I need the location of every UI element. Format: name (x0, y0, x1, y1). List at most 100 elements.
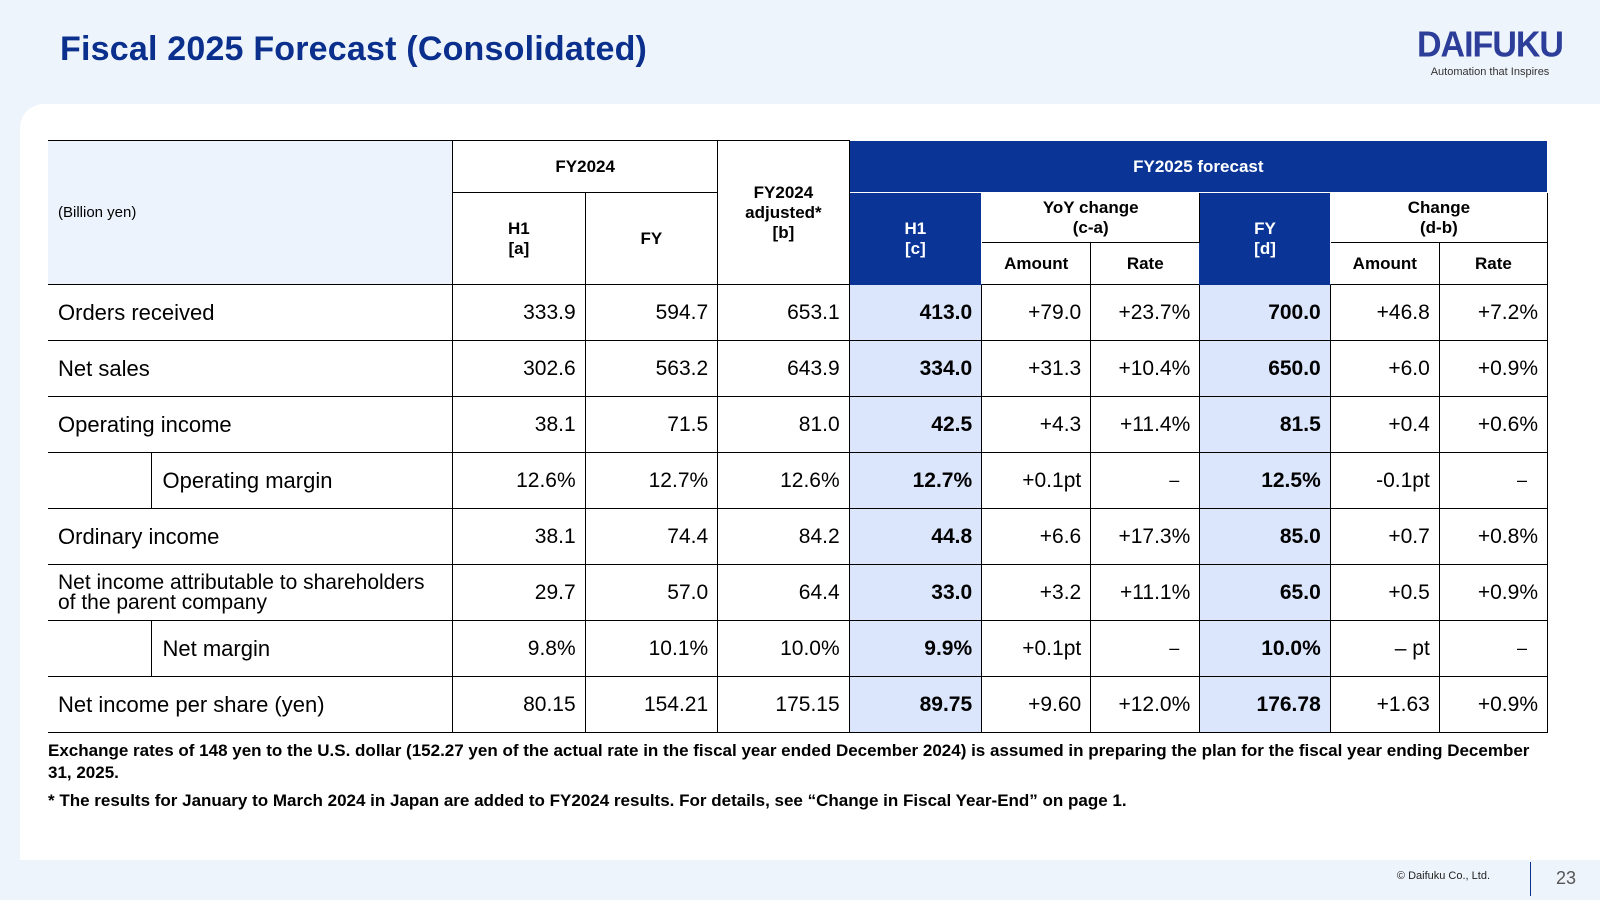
cell-adjusted: 10.0% (717, 620, 850, 677)
header-change-rate: Rate (1438, 242, 1549, 285)
row-label: Orders received (48, 284, 454, 341)
indent-spacer (48, 620, 153, 677)
cell-fy: 12.7% (584, 452, 719, 509)
table-row: Operating income 38.1 71.5 81.0 42.5 +4.… (48, 396, 1549, 453)
fiscal-year-note: * The results for January to March 2024 … (48, 791, 1127, 810)
header-fy2025-forecast: FY2025 forecast (848, 140, 1549, 193)
cell-change-amount: -0.1pt (1329, 452, 1440, 509)
row-label: Net margin (151, 620, 454, 677)
cell-h1-c: 42.5 (848, 396, 983, 453)
table-row: Net margin 9.8% 10.1% 10.0% 9.9% +0.1pt … (48, 620, 1549, 677)
cell-yoy-rate: +17.3% (1090, 508, 1201, 565)
cell-h1-a: 29.7 (452, 564, 586, 621)
header-h1-a: H1 [a] (452, 192, 586, 285)
cell-change-amount: +0.4 (1329, 396, 1440, 453)
cell-yoy-rate: +11.1% (1090, 564, 1201, 621)
cell-yoy-amount: +0.1pt (981, 452, 1092, 509)
table-row: Net sales 302.6 563.2 643.9 334.0 +31.3 … (48, 340, 1549, 397)
cell-fy-d: 700.0 (1199, 284, 1331, 341)
cell-fy-d: 81.5 (1199, 396, 1331, 453)
cell-h1-c: 413.0 (848, 284, 983, 341)
cell-h1-a: 38.1 (452, 508, 586, 565)
cell-adjusted: 84.2 (717, 508, 850, 565)
cell-fy-d: 65.0 (1199, 564, 1331, 621)
cell-yoy-rate: – (1090, 452, 1201, 509)
exchange-rate-note: Exchange rates of 148 yen to the U.S. do… (48, 741, 1530, 782)
cell-change-amount: +6.0 (1329, 340, 1440, 397)
cell-change-amount: +1.63 (1329, 676, 1440, 733)
cell-yoy-amount: +9.60 (981, 676, 1092, 733)
indent-spacer (48, 452, 153, 509)
cell-yoy-amount: +79.0 (981, 284, 1092, 341)
row-label: Operating income (48, 396, 454, 453)
cell-h1-c: 12.7% (848, 452, 983, 509)
row-label: Operating margin (151, 452, 454, 509)
header-fy2024-adjusted: FY2024 adjusted* [b] (717, 140, 850, 285)
cell-h1-c: 334.0 (848, 340, 983, 397)
cell-fy-d: 85.0 (1199, 508, 1331, 565)
cell-fy-d: 650.0 (1199, 340, 1331, 397)
cell-h1-c: 89.75 (848, 676, 983, 733)
header-row-3: Amount Rate Amount Rate (48, 242, 1549, 285)
table-row: Orders received 333.9 594.7 653.1 413.0 … (48, 284, 1549, 341)
cell-change-rate: +0.9% (1438, 676, 1549, 733)
header-yoy-change: YoY change (c-a) (981, 192, 1201, 243)
header-yoy-amount: Amount (981, 242, 1092, 285)
cell-change-amount: – pt (1329, 620, 1440, 677)
footnotes: Exchange rates of 148 yen to the U.S. do… (48, 740, 1548, 818)
cell-h1-a: 38.1 (452, 396, 586, 453)
cell-h1-c: 44.8 (848, 508, 983, 565)
cell-yoy-rate: – (1090, 620, 1201, 677)
cell-yoy-rate: +23.7% (1090, 284, 1201, 341)
footer-divider (1530, 862, 1531, 896)
header-fy-d: FY [d] (1199, 192, 1331, 285)
cell-fy: 10.1% (584, 620, 719, 677)
cell-fy: 154.21 (584, 676, 719, 733)
page-number: 23 (1556, 868, 1577, 888)
cell-change-rate: +0.8% (1438, 508, 1549, 565)
cell-yoy-amount: +3.2 (981, 564, 1092, 621)
cell-change-amount: +46.8 (1329, 284, 1440, 341)
cell-fy: 71.5 (584, 396, 719, 453)
cell-fy: 563.2 (584, 340, 719, 397)
cell-h1-a: 12.6% (452, 452, 586, 509)
header-yoy-rate: Rate (1090, 242, 1201, 285)
unit-label: (Billion yen) (48, 140, 454, 285)
cell-fy-d: 12.5% (1199, 452, 1331, 509)
row-label: Net sales (48, 340, 454, 397)
row-label: Net income attributable to shareholders … (48, 564, 454, 621)
daifuku-logo: DAIFUKU Automation that Inspires (1400, 25, 1580, 78)
cell-adjusted: 175.15 (717, 676, 850, 733)
cell-h1-a: 333.9 (452, 284, 586, 341)
cell-h1-a: 80.15 (452, 676, 586, 733)
brand-name: DAIFUKU (1417, 25, 1564, 65)
cell-yoy-amount: +31.3 (981, 340, 1092, 397)
cell-change-rate: +0.6% (1438, 396, 1549, 453)
cell-h1-c: 33.0 (848, 564, 983, 621)
cell-change-rate: – (1438, 452, 1549, 509)
cell-adjusted: 643.9 (717, 340, 850, 397)
forecast-table: (Billion yen) FY2024 FY2024 adjusted* [b… (48, 140, 1549, 733)
table-row: Net income per share (yen) 80.15 154.21 … (48, 676, 1549, 733)
cell-change-amount: +0.5 (1329, 564, 1440, 621)
copyright: © Daifuku Co., Ltd. (1396, 870, 1490, 882)
cell-change-rate: – (1438, 620, 1549, 677)
row-label: Net income per share (yen) (48, 676, 454, 733)
cell-yoy-amount: +4.3 (981, 396, 1092, 453)
cell-change-rate: +0.9% (1438, 340, 1549, 397)
cell-fy: 57.0 (584, 564, 719, 621)
cell-fy: 74.4 (584, 508, 719, 565)
cell-adjusted: 64.4 (717, 564, 850, 621)
table-row: Operating margin 12.6% 12.7% 12.6% 12.7%… (48, 452, 1549, 509)
cell-adjusted: 81.0 (717, 396, 850, 453)
header-fy2024: FY2024 (452, 140, 719, 193)
cell-h1-a: 9.8% (452, 620, 586, 677)
cell-fy-d: 176.78 (1199, 676, 1331, 733)
brand-tagline: Automation that Inspires (1430, 66, 1550, 78)
cell-h1-a: 302.6 (452, 340, 586, 397)
cell-change-rate: +7.2% (1438, 284, 1549, 341)
cell-change-rate: +0.9% (1438, 564, 1549, 621)
table-row: Net income attributable to shareholders … (48, 564, 1549, 621)
table-row: Ordinary income 38.1 74.4 84.2 44.8 +6.6… (48, 508, 1549, 565)
cell-yoy-rate: +12.0% (1090, 676, 1201, 733)
